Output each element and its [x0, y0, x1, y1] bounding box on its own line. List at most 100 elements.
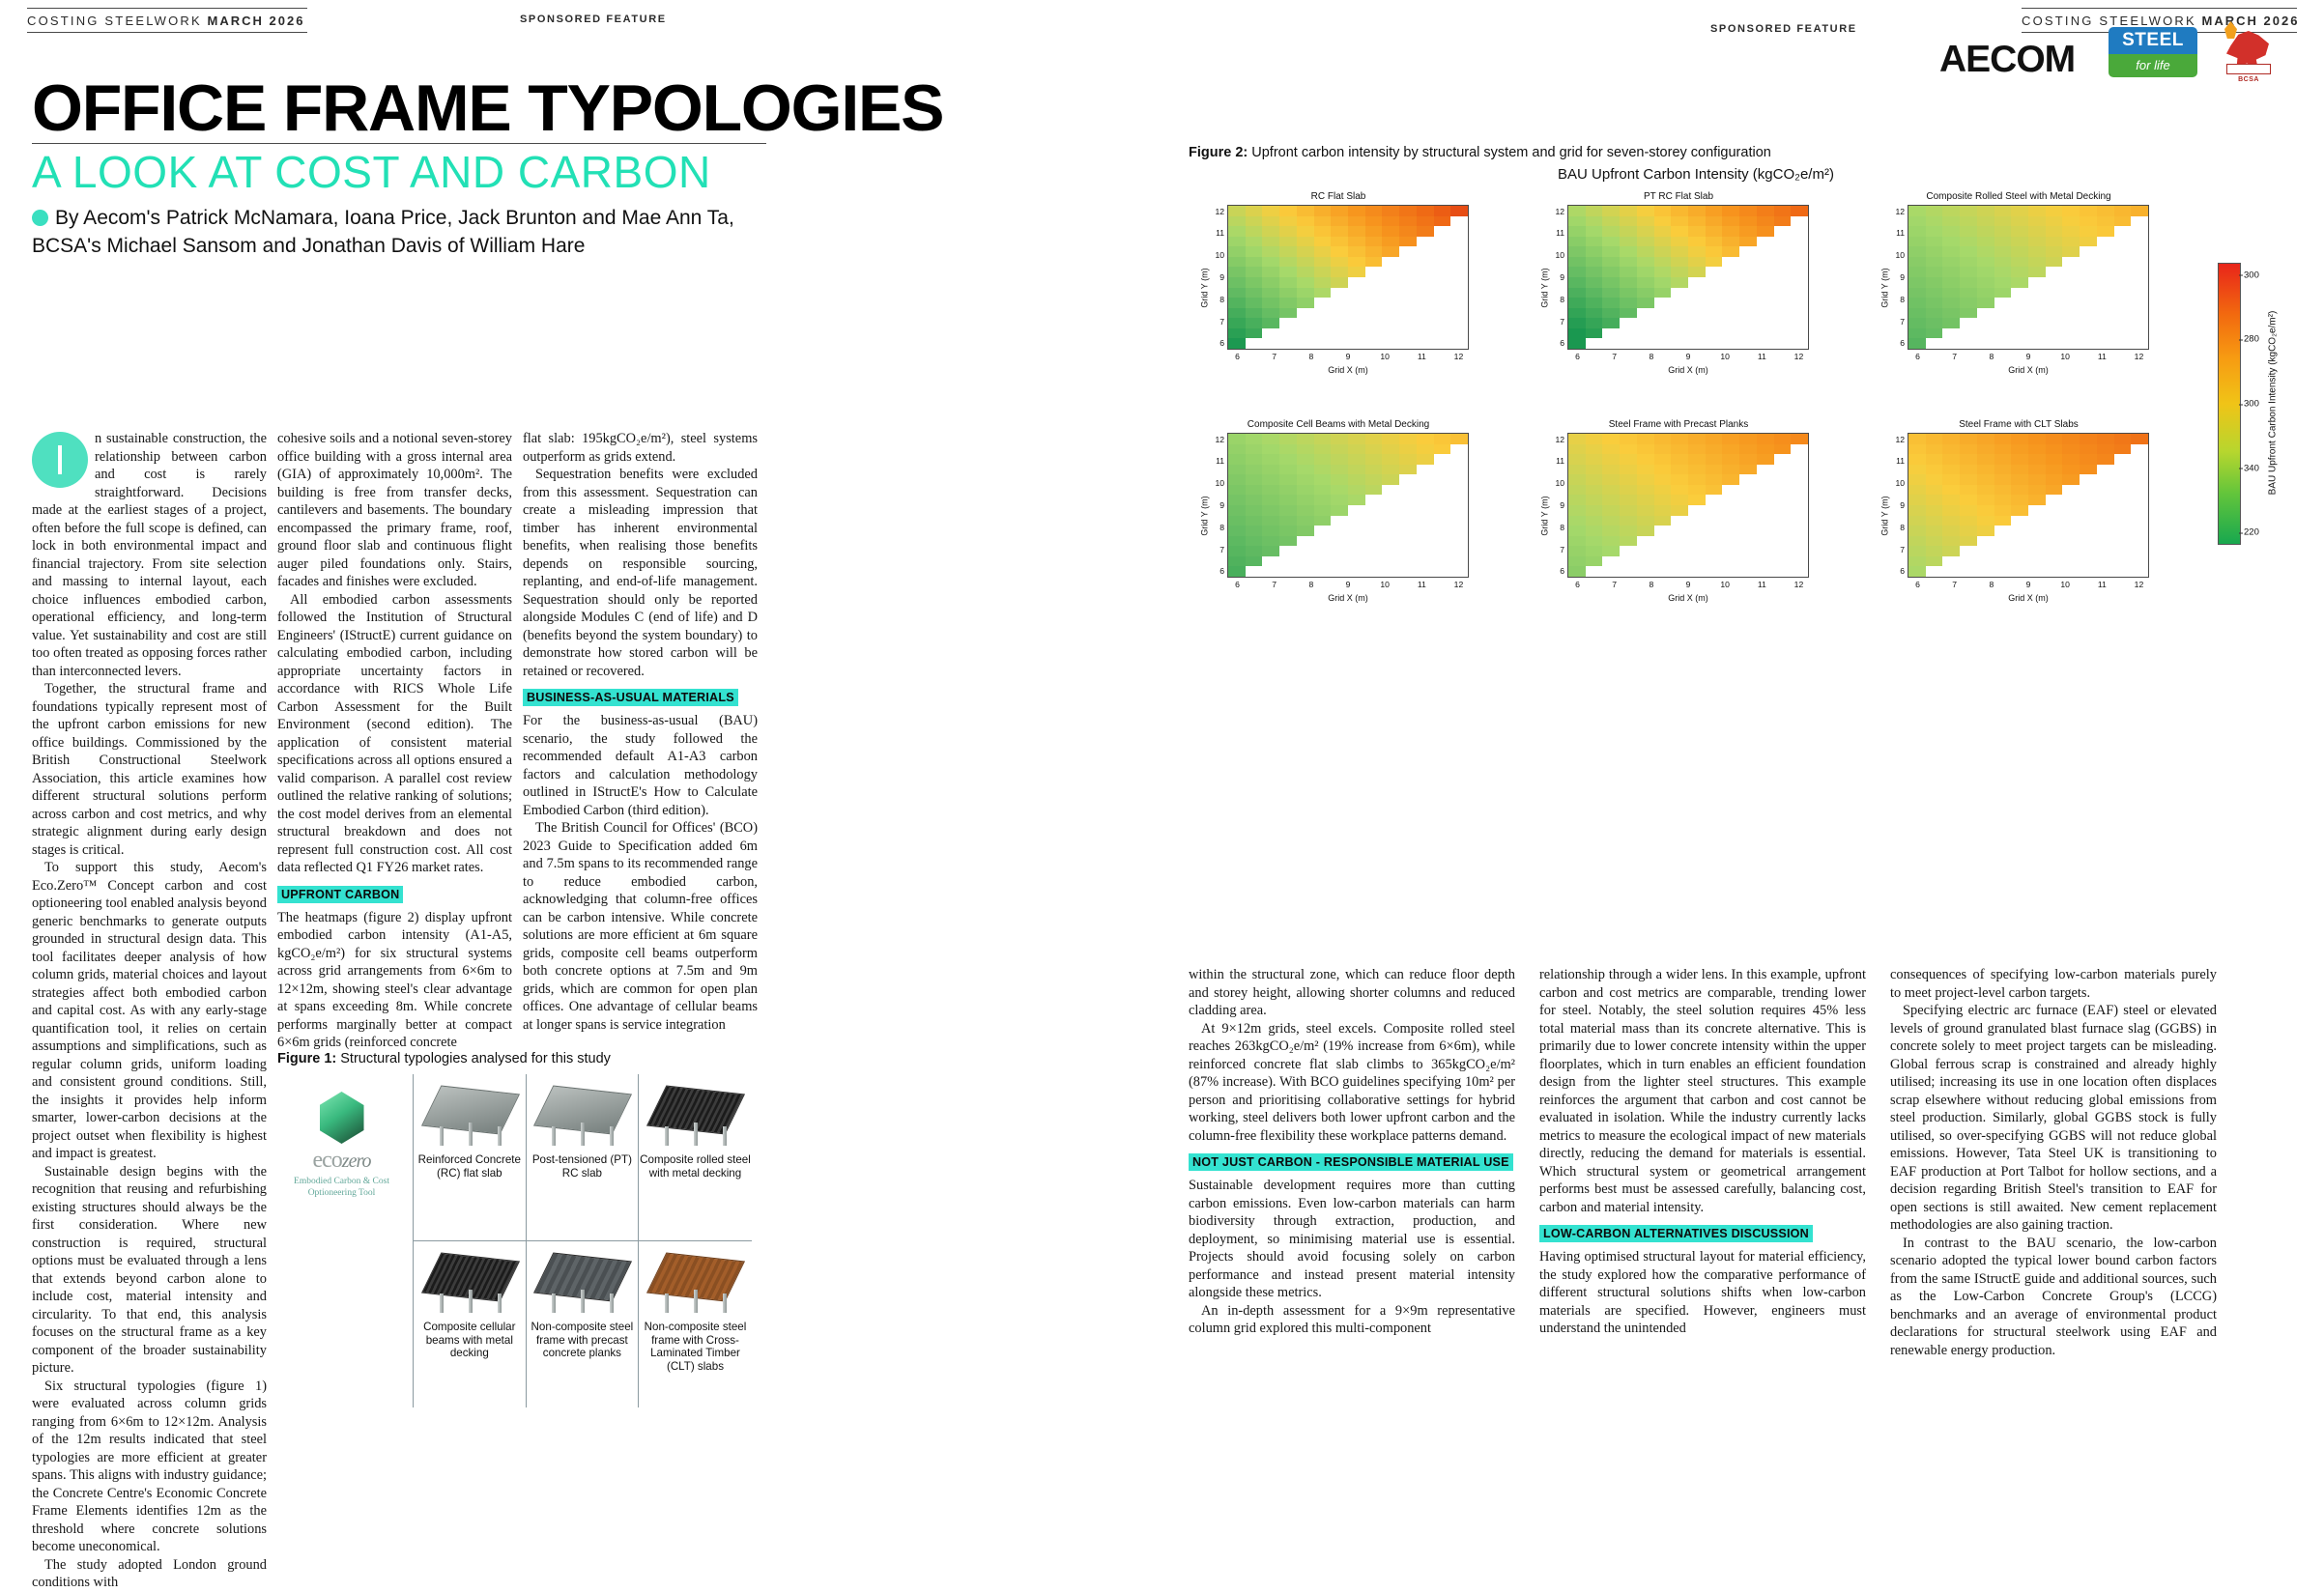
- y-axis-label: Grid Y (m): [1879, 496, 1890, 536]
- typology-label: Non-composite steel frame with Cross-Lam…: [644, 1321, 747, 1374]
- paragraph: Together, the structural frame and found…: [32, 681, 267, 858]
- y-axis-tick: 7: [1219, 544, 1224, 554]
- typology-cell-rc-flat-slab: Reinforced Concrete (RC) flat slab: [414, 1074, 527, 1240]
- paragraph: Sustainable design begins with the recog…: [32, 1163, 267, 1377]
- runhead-rule-left-top: [27, 8, 307, 9]
- paragraph: Sequestration benefits were excluded fro…: [523, 467, 758, 679]
- x-axis-tick: 10: [1380, 352, 1390, 361]
- runhead-right-main: COSTING STEELWORK: [2022, 14, 2196, 28]
- y-axis-tick: 8: [1900, 294, 1905, 304]
- heatmap-plot: 6 7 8 9 10 11 12 6 7 8 9 10 11 12: [1215, 205, 1469, 361]
- bottom-column-2: relationship through a wider lens. In th…: [1539, 966, 1866, 1338]
- x-axis-tick: 11: [1417, 580, 1426, 589]
- colorbar-tick: 280: [2239, 333, 2259, 345]
- y-axis-tick: 12: [1215, 206, 1224, 216]
- page-title: OFFICE FRAME TYPOLOGIES: [32, 71, 945, 145]
- heatmap-plot: 6 7 8 9 10 11 12 6 7 8 9 10 11 12: [1895, 433, 2149, 589]
- runhead-rule-left-bottom: [27, 32, 307, 33]
- x-axis-tick: 6: [1915, 352, 1920, 361]
- paragraph: To support this study, Aecom's Eco.Zero™…: [32, 860, 267, 1161]
- book-icon: [2226, 64, 2271, 74]
- runhead-right-date: MARCH 2026: [2201, 14, 2300, 28]
- figure-2-caption-text: Upfront carbon intensity by structural s…: [1248, 145, 1771, 160]
- panel-title: Composite Rolled Steel with Metal Deckin…: [1926, 191, 2111, 202]
- panel-title: Steel Frame with CLT Slabs: [1959, 419, 2079, 430]
- x-axis-tick: 6: [1235, 580, 1240, 589]
- rc-flat-slab-icon: [420, 1080, 520, 1150]
- runhead-rule-right-top: [2022, 8, 2297, 9]
- x-axis-tick: 9: [2025, 352, 2031, 361]
- x-axis-tick: 12: [1453, 352, 1464, 361]
- y-axis-tick: 7: [1560, 316, 1564, 327]
- typology-label: Post-tensioned (PT) RC slab: [531, 1153, 632, 1180]
- x-axis-tick: 10: [2060, 352, 2070, 361]
- y-axis-label: Grid Y (m): [1199, 496, 1210, 536]
- x-axis-label: Grid X (m): [2008, 593, 2049, 603]
- panel-title: RC Flat Slab: [1310, 191, 1366, 202]
- composite-cellular-beams-icon: [420, 1247, 520, 1317]
- typology-cell-composite-cellular-beams: Composite cellular beams with metal deck…: [414, 1241, 527, 1407]
- typology-label: Composite rolled steel with metal deckin…: [640, 1153, 751, 1180]
- x-axis-tick: 10: [2060, 580, 2070, 589]
- x-axis-tick: 6: [1575, 580, 1580, 589]
- paragraph: Having optimised structural layout for m…: [1539, 1249, 1866, 1337]
- heatmap-panel-steel-frame-with-clt-slabs: Steel Frame with CLT Slabs 6 7 8 9 10 11 12 6 7 8 9…: [1869, 419, 2168, 612]
- paragraph: Six structural typologies (figure 1) wer…: [32, 1378, 267, 1555]
- x-axis-label: Grid X (m): [1668, 593, 1708, 603]
- section-heading-low-carbon-alternatives: LOW-CARBON ALTERNATIVES DISCUSSION: [1539, 1225, 1813, 1243]
- paragraph: flat slab: 195kgCO₂e/m²), steel systems …: [523, 431, 758, 465]
- figure-2: Figure 2: Upfront carbon intensity by st…: [1189, 145, 2300, 630]
- section-heading-not-just-carbon: NOT JUST CARBON - RESPONSIBLE MATERIAL U…: [1189, 1153, 1513, 1172]
- paragraph: cohesive soils and a notional seven-stor…: [277, 431, 512, 589]
- x-axis-tick: 11: [1757, 352, 1766, 361]
- x-axis-tick: 10: [1720, 580, 1730, 589]
- runhead-right: COSTING STEELWORK MARCH 2026: [2022, 14, 2299, 28]
- typology-cell-composite-rolled-steel: Composite rolled steel with metal deckin…: [639, 1074, 752, 1240]
- y-axis-tick: 11: [1556, 456, 1564, 467]
- ecozero-eco: eco: [312, 1148, 342, 1173]
- x-axis-tick: 12: [1793, 580, 1804, 589]
- x-axis-tick: 7: [1272, 580, 1277, 589]
- figure-1: Figure 1: Structural typologies analysed…: [277, 1051, 752, 1407]
- y-axis-tick: 11: [1896, 228, 1905, 239]
- y-axis-tick: 12: [1215, 434, 1224, 444]
- x-axis-label: Grid X (m): [1328, 365, 1368, 375]
- heatmap-plot: 6 7 8 9 10 11 12 6 7 8 9 10 11 12: [1895, 205, 2149, 361]
- y-axis-tick: 6: [1900, 566, 1905, 577]
- y-axis-tick: 10: [1895, 478, 1905, 489]
- typology-row-1: Reinforced Concrete (RC) flat slab Post-…: [414, 1074, 752, 1241]
- article-column-2: cohesive soils and a notional seven-stor…: [277, 430, 512, 1052]
- bottom-column-1: within the structural zone, which can re…: [1189, 966, 1515, 1338]
- y-axis-label: Grid Y (m): [1539, 496, 1550, 536]
- figure-1-caption-text: Structural typologies analysed for this …: [336, 1051, 611, 1066]
- colorbar: 300 280 300 340 220: [2218, 263, 2259, 545]
- figure-1-caption-label: Figure 1:: [277, 1051, 337, 1066]
- x-axis-tick: 11: [1417, 352, 1426, 361]
- y-axis-tick: 9: [1560, 500, 1564, 510]
- steel-logo-bottom: for life: [2109, 54, 2197, 77]
- y-axis-label: Grid Y (m): [1539, 268, 1550, 308]
- x-axis-tick: 12: [1453, 580, 1464, 589]
- figure-2-caption-label: Figure 2:: [1189, 145, 1248, 160]
- y-axis-tick: 10: [1215, 478, 1224, 489]
- x-axis-tick: 11: [2097, 352, 2107, 361]
- y-axis-tick: 10: [1895, 250, 1905, 261]
- x-axis-tick: 7: [1952, 352, 1958, 361]
- typology-cell-clt-slabs: Non-composite steel frame with Cross-Lam…: [639, 1241, 752, 1407]
- x-axis-label: Grid X (m): [1328, 593, 1368, 603]
- x-axis-tick: 9: [1345, 352, 1351, 361]
- y-axis-tick: 10: [1555, 250, 1564, 261]
- y-axis-tick: 7: [1560, 544, 1564, 554]
- x-axis-tick: 8: [1989, 352, 1994, 361]
- y-axis-tick: 8: [1219, 522, 1224, 532]
- typology-label: Composite cellular beams with metal deck…: [423, 1321, 516, 1360]
- typology-cell-precast-planks: Non-composite steel frame with precast c…: [527, 1241, 640, 1407]
- x-axis-tick: 10: [1380, 580, 1390, 589]
- runhead-left-main: COSTING STEELWORK: [27, 14, 202, 28]
- figure-1-grid: ecozero Embodied Carbon & Cost Optioneer…: [277, 1074, 752, 1407]
- y-axis-tick: 9: [1219, 500, 1224, 510]
- y-axis-tick: 8: [1219, 294, 1224, 304]
- paragraph: The British Council for Offices' (BCO) 2…: [523, 820, 758, 1033]
- ecozero-subtitle: Embodied Carbon & Cost Optioneering Tool: [294, 1177, 389, 1198]
- bullet-dot-icon: [32, 210, 48, 226]
